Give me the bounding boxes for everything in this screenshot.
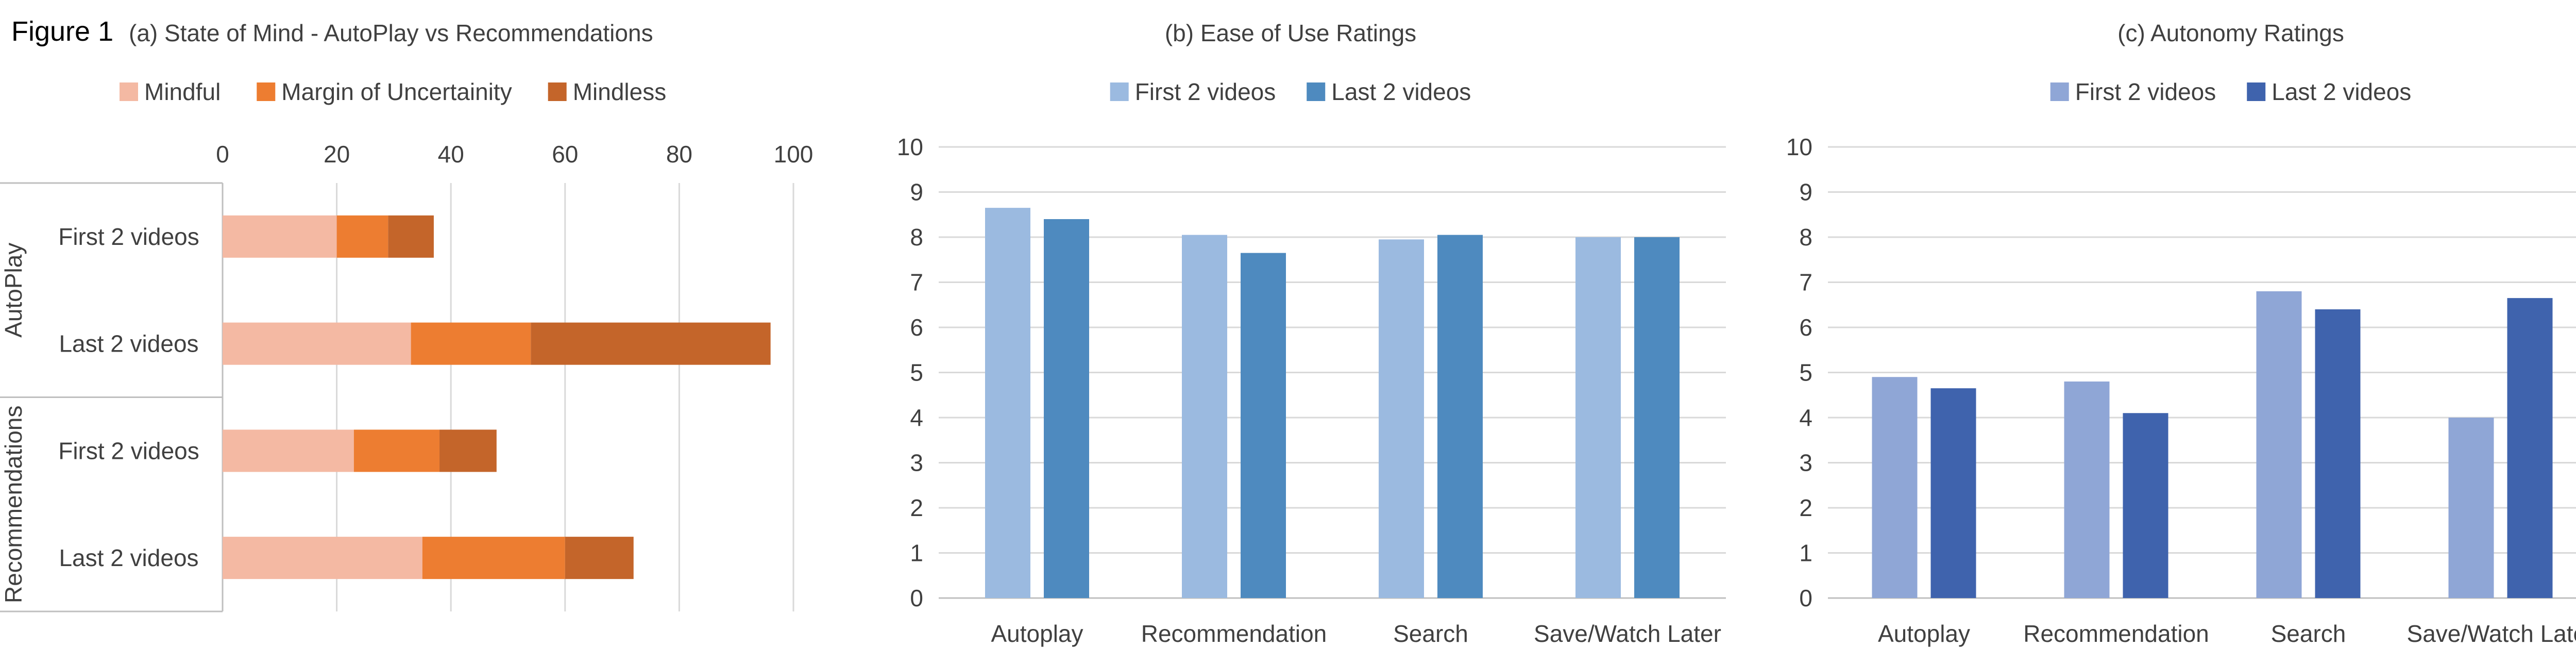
- chart-c-x-tick-label: Autoplay: [1878, 620, 1970, 647]
- chart-b-bar: [1241, 253, 1286, 598]
- chart-c-bar: [1930, 388, 1976, 598]
- chart-a-x-tick-label: 100: [774, 141, 814, 168]
- chart-a-legend-swatch: [120, 82, 138, 101]
- chart-c-bar: [1872, 377, 1918, 598]
- chart-b-legend-swatch: [1307, 82, 1326, 101]
- chart-c-x-tick-label: Search: [2271, 620, 2346, 647]
- chart-c-legend-swatch: [2050, 82, 2069, 101]
- chart-a-bar-segment: [411, 322, 531, 365]
- chart-a-legend-label: Mindful: [144, 78, 221, 105]
- chart-a-bar-segment: [388, 215, 434, 258]
- chart-b-y-tick-label: 4: [910, 404, 923, 431]
- chart-a-bar-segment: [336, 215, 388, 258]
- chart-c-y-tick-label: 3: [1799, 450, 1812, 476]
- chart-b-bar: [1575, 237, 1621, 598]
- chart-c-legend-label: Last 2 videos: [2272, 78, 2411, 105]
- chart-a-title: (a) State of Mind - AutoPlay vs Recommen…: [129, 20, 653, 46]
- chart-b-y-tick-label: 5: [910, 359, 923, 386]
- chart-a-bar-segment: [531, 322, 771, 365]
- chart-b-legend-label: First 2 videos: [1135, 78, 1276, 105]
- chart-c-y-tick-label: 10: [1786, 134, 1812, 160]
- chart-b-y-tick-label: 6: [910, 314, 923, 341]
- chart-c-x-tick-label: Save/Watch Later: [2407, 620, 2576, 647]
- chart-c-legend-label: First 2 videos: [2075, 78, 2216, 105]
- chart-c-legend-swatch: [2247, 82, 2266, 101]
- chart-a-x-tick-label: 80: [666, 141, 692, 168]
- chart-b-legend-label: Last 2 videos: [1331, 78, 1471, 105]
- chart-c-bar: [2256, 291, 2302, 598]
- chart-b-bar: [1379, 239, 1424, 598]
- chart-b-legend-swatch: [1110, 82, 1129, 101]
- chart-b-y-tick-label: 8: [910, 224, 923, 251]
- chart-a-bar-segment: [223, 215, 337, 258]
- chart-c-x-tick-label: Recommendation: [2023, 620, 2209, 647]
- figure-label: Figure 1: [11, 16, 114, 47]
- chart-a-category-label: First 2 videos: [58, 437, 199, 464]
- chart-a-bar-segment: [223, 322, 411, 365]
- chart-c-bar: [2448, 418, 2494, 598]
- chart-b-title: (b) Ease of Use Ratings: [1165, 20, 1416, 46]
- chart-a-x-tick-label: 40: [438, 141, 464, 168]
- chart-b-y-tick-label: 2: [910, 494, 923, 521]
- chart-a-group-label: Recommendations: [0, 405, 27, 603]
- chart-c-y-tick-label: 2: [1799, 494, 1812, 521]
- chart-c-bar: [2507, 298, 2553, 598]
- chart-b-y-tick-label: 9: [910, 179, 923, 206]
- chart-b-x-tick-label: Autoplay: [991, 620, 1083, 647]
- chart-a-legend-swatch: [257, 82, 276, 101]
- chart-a-category-label: First 2 videos: [58, 223, 199, 250]
- chart-b-y-tick-label: 0: [910, 585, 923, 611]
- chart-c-y-tick-label: 0: [1799, 585, 1812, 611]
- chart-a-bar-segment: [223, 429, 354, 472]
- chart-c-y-tick-label: 9: [1799, 179, 1812, 206]
- chart-c-bar: [2123, 413, 2168, 598]
- chart-c-y-tick-label: 4: [1799, 404, 1812, 431]
- chart-b-x-tick-label: Recommendation: [1141, 620, 1327, 647]
- chart-a-category-label: Last 2 videos: [59, 330, 198, 357]
- chart-a-category-label: Last 2 videos: [59, 544, 198, 571]
- chart-b-x-tick-label: Save/Watch Later: [1534, 620, 1721, 647]
- chart-b-bar: [1634, 237, 1680, 598]
- chart-a-bar-segment: [353, 429, 440, 472]
- chart-a-bar-segment: [223, 537, 422, 579]
- chart-c-y-tick-label: 7: [1799, 269, 1812, 296]
- chart-a-x-tick-label: 0: [216, 141, 229, 168]
- chart-a-bar-segment: [439, 429, 497, 472]
- chart-b-bar: [1437, 235, 1483, 598]
- chart-b-y-tick-label: 10: [897, 134, 923, 160]
- chart-a-x-tick-label: 20: [324, 141, 350, 168]
- chart-c-y-tick-label: 1: [1799, 540, 1812, 567]
- chart-a-legend-label: Margin of Uncertainity: [281, 78, 512, 105]
- chart-b-x-tick-label: Search: [1393, 620, 1468, 647]
- chart-c-y-tick-label: 6: [1799, 314, 1812, 341]
- chart-c-y-tick-label: 5: [1799, 359, 1812, 386]
- chart-a-x-tick-label: 60: [552, 141, 578, 168]
- chart-a-bar-segment: [422, 537, 565, 579]
- chart-c-y-tick-label: 8: [1799, 224, 1812, 251]
- chart-b-y-tick-label: 1: [910, 540, 923, 567]
- chart-c-title: (c) Autonomy Ratings: [2117, 20, 2344, 46]
- chart-c-bar: [2064, 382, 2110, 598]
- chart-a-legend-swatch: [548, 82, 567, 101]
- chart-b-bar: [985, 208, 1030, 598]
- chart-b-bar: [1044, 219, 1089, 598]
- chart-b-y-tick-label: 7: [910, 269, 923, 296]
- chart-b-y-tick-label: 3: [910, 450, 923, 476]
- chart-a-bar-segment: [565, 537, 634, 579]
- chart-a-legend-label: Mindless: [573, 78, 667, 105]
- chart-b-bar: [1182, 235, 1227, 598]
- chart-a-group-label: AutoPlay: [0, 243, 27, 338]
- chart-c-bar: [2315, 309, 2361, 598]
